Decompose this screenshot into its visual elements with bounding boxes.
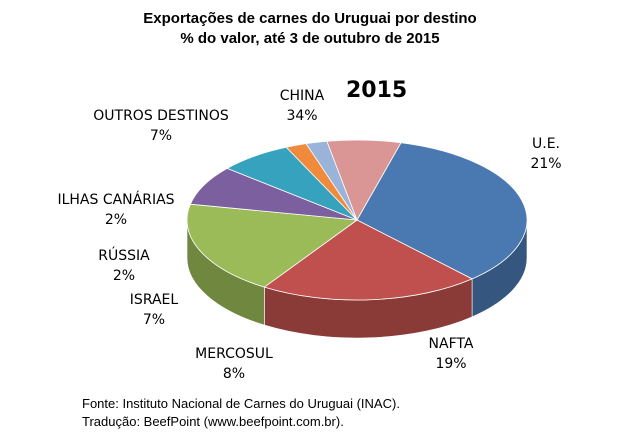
pie-slice-u-e: [263, 219, 474, 301]
slice-label-ilhas-canarias: ILHAS CANÁRIAS 2%: [46, 190, 186, 230]
slice-label-ue: U.E. 21%: [524, 134, 568, 174]
translation-line: Tradução: BeefPoint (www.beefpoint.com.b…: [82, 414, 344, 429]
slice-name-outros-destinos: OUTROS DESTINOS: [93, 108, 229, 124]
slice-name-russia: RÚSSIA: [98, 248, 150, 264]
chart-subtitle: % do valor, até 3 de outubro de 2015: [180, 30, 440, 47]
pie-slice-china: [356, 142, 528, 280]
source-line: Fonte: Instituto Nacional de Carnes do U…: [82, 396, 400, 411]
slice-label-nafta: NAFTA 19%: [420, 334, 482, 374]
slice-label-israel: ISRAEL 7%: [122, 290, 186, 330]
slice-value-outros-destinos: 7%: [149, 128, 173, 144]
slice-value-mercosul: 8%: [222, 366, 246, 382]
slice-name-mercosul: MERCOSUL: [195, 346, 273, 362]
chart-title: Exportações de carnes do Uruguai por des…: [143, 10, 477, 27]
slice-value-nafta: 19%: [435, 356, 467, 372]
slice-name-china: CHINA: [279, 88, 325, 104]
pie-slice-nafta: [186, 203, 359, 288]
slice-label-outros-destinos: OUTROS DESTINOS 7%: [80, 106, 242, 146]
slice-label-mercosul: MERCOSUL 8%: [184, 344, 284, 384]
slice-name-ue: U.E.: [532, 136, 560, 152]
slice-name-nafta: NAFTA: [428, 336, 474, 352]
slice-value-ilhas-canarias: 2%: [104, 212, 128, 228]
slice-value-ue: 21%: [530, 156, 562, 172]
slice-name-israel: ISRAEL: [129, 292, 179, 308]
slice-label-russia: RÚSSIA 2%: [84, 246, 164, 286]
pie-slice-outros-destinos: [326, 139, 402, 221]
slice-value-israel: 7%: [142, 312, 166, 328]
slice-label-china: CHINA 34%: [270, 86, 334, 126]
slice-value-china: 34%: [286, 108, 318, 124]
slice-value-russia: 2%: [112, 268, 136, 284]
year-label: 2015: [346, 78, 408, 103]
slice-name-ilhas-canarias: ILHAS CANÁRIAS: [57, 192, 175, 208]
